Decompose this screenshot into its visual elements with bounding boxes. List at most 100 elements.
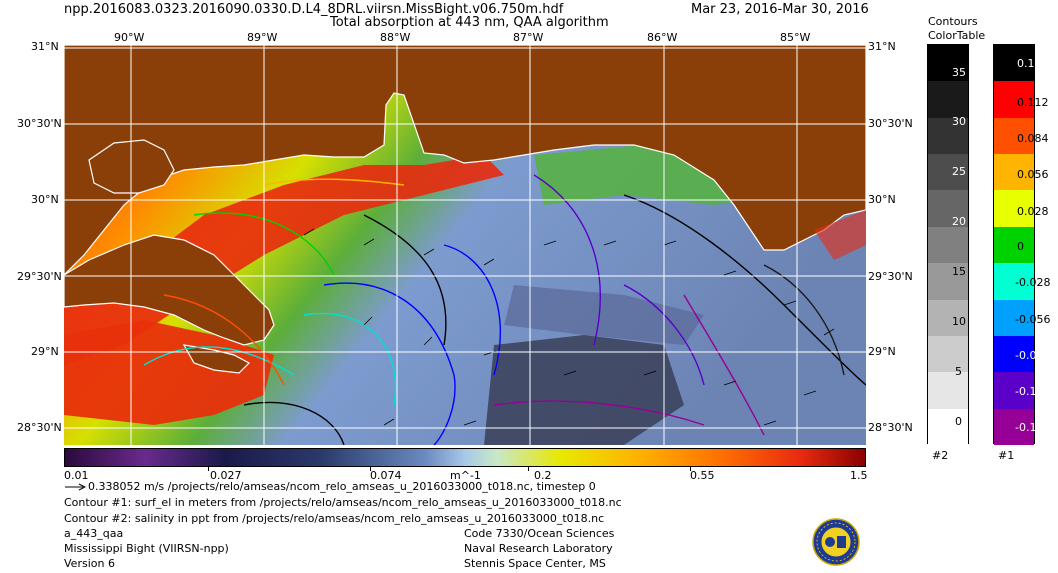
legend-swatch bbox=[994, 117, 1034, 155]
version-label: Version 6 bbox=[64, 557, 115, 570]
region-name: Mississippi Bight (VIIRSN-npp) bbox=[64, 542, 229, 555]
legend-swatch bbox=[994, 190, 1034, 227]
contour1-label: 0.084 bbox=[1017, 132, 1049, 145]
delta-plume bbox=[64, 320, 274, 425]
contour2-label: 10 bbox=[952, 315, 966, 328]
deep-water-patch bbox=[484, 335, 684, 445]
contour1-label: -0.14 bbox=[1015, 421, 1044, 434]
contour1-label: 0.056 bbox=[1017, 168, 1049, 181]
contour1-label: 0.028 bbox=[1017, 205, 1049, 218]
legend-swatch bbox=[928, 408, 968, 445]
contour1-label: 0.14 bbox=[1017, 57, 1042, 70]
colorbar-tick bbox=[370, 467, 371, 471]
contour2-label: 5 bbox=[955, 365, 962, 378]
legend-swatch bbox=[928, 372, 968, 409]
legend-swatch bbox=[928, 117, 968, 155]
contour1-footer: #1 bbox=[998, 449, 1015, 462]
product-title: Total absorption at 443 nm, QAA algorith… bbox=[330, 15, 609, 30]
colorbar-label: 0.55 bbox=[690, 469, 715, 482]
contour-lines bbox=[143, 174, 866, 445]
contour2-label: 35 bbox=[952, 66, 966, 79]
product-code: a_443_qaa bbox=[64, 527, 124, 540]
lat-label-right-30-30n: 30°30'N bbox=[868, 117, 913, 130]
legend-swatch bbox=[994, 408, 1034, 445]
org-line-3: Stennis Space Center, MS bbox=[464, 557, 606, 570]
colorbar-tick bbox=[528, 467, 529, 471]
graticule bbox=[64, 45, 866, 445]
legend-swatch bbox=[928, 299, 968, 336]
lat-label-right-29-30n: 29°30'N bbox=[868, 270, 913, 283]
legend-swatch bbox=[994, 372, 1034, 409]
delta-land bbox=[64, 234, 275, 346]
lon-label-85w: 85°W bbox=[780, 31, 811, 44]
contour1-label: -0.056 bbox=[1015, 313, 1051, 326]
vector-scale-arrow bbox=[65, 483, 86, 491]
legend-swatch bbox=[928, 335, 968, 373]
contour1-note: Contour #1: surf_el in meters from /proj… bbox=[64, 496, 622, 509]
colorbar-tick bbox=[690, 467, 691, 471]
contour1-label: -0.112 bbox=[1015, 385, 1051, 398]
product-filename: npp.2016083.0323.2016090.0330.D.L4_8DRL.… bbox=[64, 2, 564, 17]
colorbar-label-max: 1.5 bbox=[850, 469, 868, 482]
colorbar-label: 0.027 bbox=[210, 469, 242, 482]
florida-nearshore bbox=[814, 210, 866, 260]
mid-water-patch bbox=[504, 285, 704, 345]
nrl-seal-logo bbox=[812, 518, 860, 566]
contour1-label: 0.112 bbox=[1017, 96, 1049, 109]
legend-swatch bbox=[928, 81, 968, 118]
contour2-label: 15 bbox=[952, 265, 966, 278]
lon-label-87w: 87°W bbox=[513, 31, 544, 44]
contour2-label: 20 bbox=[952, 215, 966, 228]
lat-label-right-28-30n: 28°30'N bbox=[868, 421, 913, 434]
legend-title-contours: Contours bbox=[928, 15, 978, 28]
legend-swatch bbox=[994, 81, 1034, 118]
legend-swatch bbox=[928, 154, 968, 191]
lat-label-right-31n: 31°N bbox=[868, 40, 896, 53]
org-line-2: Naval Research Laboratory bbox=[464, 542, 613, 555]
legend-swatch bbox=[928, 226, 968, 264]
lat-label-left-28-30n: 28°30'N bbox=[17, 421, 62, 434]
legend-swatch bbox=[994, 263, 1034, 300]
contour2-label: 0 bbox=[955, 415, 962, 428]
contour1-label: -0.084 bbox=[1015, 349, 1051, 362]
contour1-label: -0.028 bbox=[1015, 276, 1051, 289]
colorbar-tick bbox=[208, 467, 209, 471]
legend-swatch bbox=[994, 45, 1034, 82]
lat-label-left-31n: 31°N bbox=[31, 40, 59, 53]
legend-swatch bbox=[994, 154, 1034, 191]
colorbar-label: 0.2 bbox=[534, 469, 552, 482]
colorbar-label-min: 0.01 bbox=[64, 469, 89, 482]
legend-swatch bbox=[994, 299, 1034, 336]
colorbar-units: m^-1 bbox=[450, 469, 481, 482]
lat-label-left-29n: 29°N bbox=[31, 345, 59, 358]
lon-label-90w: 90°W bbox=[114, 31, 145, 44]
legend-swatch bbox=[928, 190, 968, 227]
lat-label-right-30n: 30°N bbox=[868, 193, 896, 206]
legend-swatch bbox=[994, 335, 1034, 373]
contour2-note: Contour #2: salinity in ppt from /projec… bbox=[64, 512, 605, 525]
vector-scale-note: 0.338052 m/s /projects/relo/amseas/ncom_… bbox=[88, 480, 596, 493]
legend-swatch bbox=[994, 226, 1034, 264]
lat-label-left-29-30n: 29°30'N bbox=[17, 270, 62, 283]
colorbar-label: 0.074 bbox=[370, 469, 402, 482]
legend-swatch bbox=[928, 263, 968, 300]
lat-label-left-30n: 30°N bbox=[31, 193, 59, 206]
legend-title-colortable: ColorTable bbox=[928, 29, 986, 42]
lat-label-left-30-30n: 30°30'N bbox=[17, 117, 62, 130]
contour2-label: 30 bbox=[952, 115, 966, 128]
lat-label-right-29n: 29°N bbox=[868, 345, 896, 358]
date-range: Mar 23, 2016-Mar 30, 2016 bbox=[691, 2, 869, 17]
contour2-legend bbox=[927, 44, 969, 445]
current-vectors bbox=[303, 228, 835, 426]
lon-label-88w: 88°W bbox=[380, 31, 411, 44]
absorption-colorbar bbox=[64, 448, 866, 467]
contour1-legend bbox=[993, 44, 1035, 445]
contour1-label: 0 bbox=[1017, 240, 1024, 253]
contour2-label: 25 bbox=[952, 165, 966, 178]
legend-swatch bbox=[928, 45, 968, 82]
absorption-map bbox=[64, 45, 866, 445]
lon-label-89w: 89°W bbox=[247, 31, 278, 44]
lon-label-86w: 86°W bbox=[647, 31, 678, 44]
contour2-footer: #2 bbox=[932, 449, 949, 462]
org-line-1: Code 7330/Ocean Sciences bbox=[464, 527, 615, 540]
